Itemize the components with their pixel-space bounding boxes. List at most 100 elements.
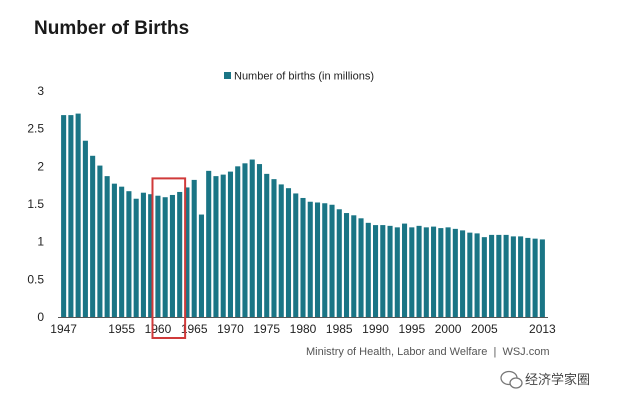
x-tick-label: 1975 (253, 322, 280, 336)
bar-1994 (402, 223, 408, 317)
bars (61, 113, 545, 317)
y-tick-label: 1.5 (27, 197, 44, 211)
y-axis: 0 0.5 1 1.5 2 2.5 3 (27, 84, 44, 324)
bar-1979 (293, 193, 299, 317)
bar-2008 (503, 234, 509, 317)
bar-2007 (496, 234, 502, 317)
bar-1959 (148, 194, 154, 317)
bar-1976 (271, 179, 277, 317)
bar-2004 (474, 233, 480, 317)
watermark-text: 经济学家圈 (525, 372, 590, 388)
bar-1995 (409, 227, 415, 317)
bar-1974 (256, 164, 263, 317)
legend-label: Number of births (in millions) (234, 71, 374, 83)
bar-1985 (336, 209, 342, 317)
bar-1988 (358, 218, 364, 317)
bar-2009 (510, 236, 516, 317)
bar-1950 (82, 140, 88, 317)
bar-1998 (431, 226, 437, 317)
bar-1983 (322, 203, 328, 317)
bar-1964 (184, 187, 190, 317)
bar-1996 (416, 225, 422, 317)
x-tick-label: 1985 (326, 322, 353, 336)
bar-1952 (97, 165, 103, 317)
bar-1992 (387, 225, 393, 317)
bar-1958 (140, 192, 146, 317)
highlight-box (151, 177, 187, 339)
bar-1986 (343, 213, 350, 317)
bar-1977 (278, 184, 284, 317)
bar-1949 (75, 113, 81, 317)
source-note: Ministry of Health, Labor and Welfare | … (306, 346, 550, 358)
bar-1984 (329, 204, 335, 317)
bar-2000 (445, 227, 451, 317)
x-tick-label: 1965 (181, 322, 208, 336)
bar-2013 (539, 239, 545, 317)
bar-1954 (111, 183, 117, 317)
bar-1990 (373, 225, 379, 317)
bar-1970 (227, 171, 233, 317)
bar-1973 (249, 159, 255, 317)
x-axis: 1947 1955 1960 1965 1970 1975 1980 1985 1990 1995… (50, 322, 556, 336)
bar-2010 (518, 236, 524, 317)
bar-1978 (285, 188, 292, 317)
x-tick-label: 1970 (217, 322, 244, 336)
chart-title: Number of Births (34, 18, 189, 39)
y-tick-label: 0.5 (27, 272, 44, 286)
bar-2012 (532, 238, 538, 317)
bar-1963 (177, 191, 183, 317)
y-tick-label: 2.5 (27, 122, 44, 136)
bar-1947 (61, 115, 67, 317)
legend: Number of births (in millions) (224, 71, 374, 83)
x-tick-label: 1980 (290, 322, 317, 336)
bar-1951 (90, 155, 96, 317)
bar-1968 (213, 176, 219, 317)
y-tick-label: 0 (37, 310, 44, 324)
bar-1966 (198, 214, 204, 317)
bar-1948 (68, 115, 74, 317)
bar-1975 (264, 173, 270, 317)
x-tick-label: 2005 (471, 322, 498, 336)
wechat-icon (500, 370, 523, 389)
bar-2005 (481, 237, 487, 317)
bar-1955 (119, 186, 125, 317)
bar-1961 (162, 197, 168, 317)
bar-1999 (438, 228, 444, 317)
bar-1969 (220, 174, 226, 317)
x-tick-label: 2000 (435, 322, 462, 336)
bar-1980 (300, 197, 306, 317)
bar-1953 (104, 176, 110, 317)
bar-1956 (126, 191, 132, 317)
bar-1971 (235, 166, 241, 317)
x-tick-label: 1995 (398, 322, 425, 336)
bar-2011 (525, 237, 531, 317)
bar-1982 (314, 202, 321, 317)
legend-swatch (224, 72, 231, 79)
bar-1993 (394, 227, 400, 317)
bar-2001 (452, 228, 458, 317)
x-tick-label: 2013 (529, 322, 556, 336)
watermark: 经济学家圈 (500, 370, 590, 389)
x-tick-label: 1990 (362, 322, 389, 336)
bar-1960 (155, 195, 161, 317)
bar-1997 (423, 227, 429, 317)
y-tick-label: 2 (37, 159, 44, 173)
y-tick-label: 1 (37, 235, 44, 249)
bar-1987 (351, 215, 357, 317)
bar-1957 (133, 198, 139, 317)
x-tick-label: 1947 (50, 322, 77, 336)
x-tick-label: 1960 (145, 322, 172, 336)
bar-1972 (242, 163, 248, 317)
bar-2002 (460, 230, 466, 317)
y-tick-label: 3 (37, 84, 44, 98)
bar-1967 (206, 170, 212, 317)
bar-1965 (191, 179, 197, 317)
bar-2006 (489, 234, 495, 317)
bar-1991 (380, 225, 386, 317)
bar-2003 (467, 232, 473, 317)
bar-1962 (169, 194, 175, 317)
bar-1989 (365, 222, 371, 317)
bar-1981 (307, 201, 313, 317)
x-tick-label: 1955 (108, 322, 135, 336)
